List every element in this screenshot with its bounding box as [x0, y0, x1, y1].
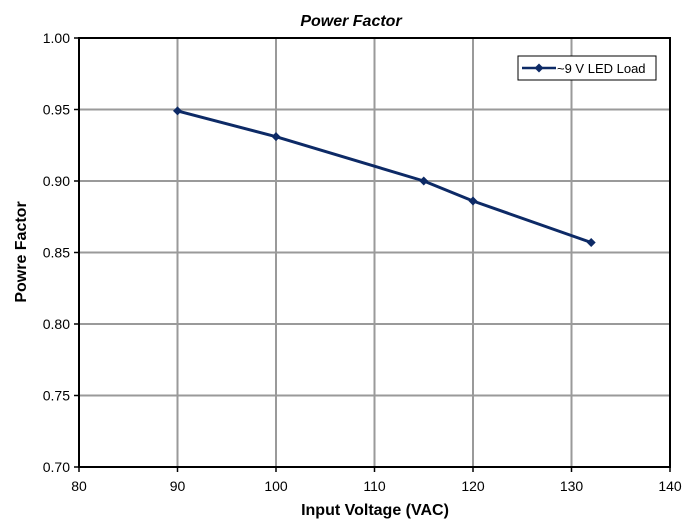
legend-diamond-marker — [534, 63, 544, 73]
chart-title: Power Factor — [300, 13, 402, 30]
y-tick-label: 0.85 — [43, 245, 70, 261]
x-tick-label: 90 — [170, 478, 186, 494]
y-tick-label: 1.00 — [43, 30, 70, 46]
y-tick-label: 0.80 — [43, 316, 70, 332]
x-tick-label: 100 — [264, 478, 288, 494]
x-tick-label: 130 — [560, 478, 584, 494]
legend: ~9 V LED Load — [517, 55, 657, 81]
legend-label: ~9 V LED Load — [557, 61, 646, 76]
series-line — [177, 109, 592, 244]
x-axis-title: Input Voltage (VAC) — [301, 502, 449, 519]
y-tick-label: 0.70 — [43, 459, 70, 475]
data-point-marker — [468, 196, 478, 206]
x-tick-label: 110 — [363, 478, 386, 494]
y-tick-label: 0.90 — [43, 173, 70, 189]
y-axis-ticks: 0.70 0.75 0.80 0.85 0.90 0.95 1.00 — [43, 30, 79, 475]
x-axis-ticks: 80 90 100 110 120 130 140 — [71, 467, 682, 494]
y-tick-label: 0.75 — [43, 388, 70, 404]
grid-lines — [78, 37, 671, 468]
x-tick-label: 80 — [71, 478, 87, 494]
data-point-marker — [419, 176, 429, 186]
data-point-marker — [586, 237, 596, 247]
y-tick-label: 0.95 — [43, 102, 70, 118]
x-tick-label: 120 — [461, 478, 485, 494]
y-axis-title: Powre Factor — [13, 201, 30, 302]
series-layer — [173, 106, 596, 247]
data-point-marker — [173, 106, 182, 116]
data-point-marker — [271, 132, 281, 142]
x-tick-label: 140 — [658, 478, 682, 494]
